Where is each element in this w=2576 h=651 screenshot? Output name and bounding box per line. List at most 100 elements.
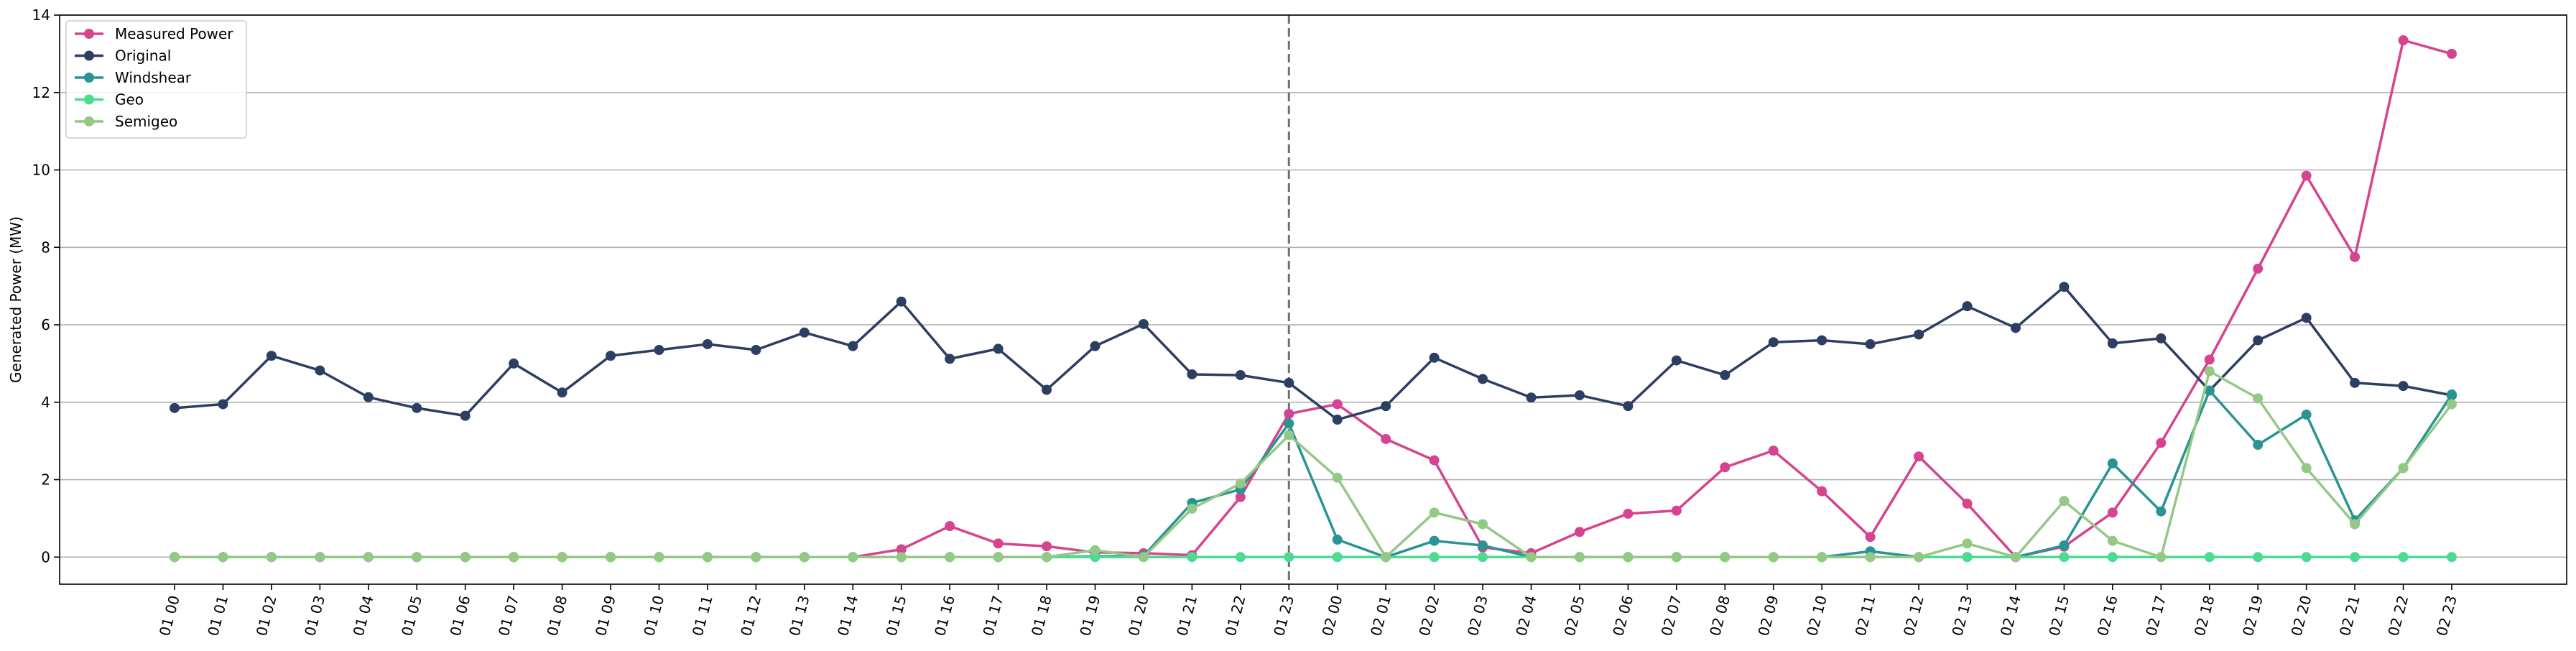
- data-point-semigeo: [1914, 552, 1924, 563]
- data-point-original: [1914, 329, 1924, 340]
- data-point-original: [2398, 381, 2409, 392]
- data-point-original: [1090, 341, 1101, 351]
- x-tick-label: 02 03: [1464, 594, 1491, 638]
- data-point-original: [654, 345, 664, 356]
- data-point-measured-power: [1235, 491, 1246, 502]
- data-point-windshear: [1429, 535, 1440, 546]
- data-point-original: [315, 365, 325, 376]
- data-point-measured-power: [1284, 408, 1294, 419]
- data-point-measured-power: [2350, 251, 2360, 262]
- y-tick-label: 14: [32, 6, 50, 24]
- data-point-original: [557, 387, 567, 398]
- data-point-original: [1284, 377, 1294, 388]
- data-point-original: [1235, 370, 1246, 381]
- y-tick-label: 12: [32, 84, 50, 101]
- data-point-original: [702, 338, 713, 349]
- legend-box: [65, 20, 247, 139]
- data-point-semigeo: [654, 552, 664, 563]
- series-line-windshear: [175, 389, 2453, 559]
- x-tick-label: 01 04: [350, 594, 377, 638]
- grid-layer: [60, 14, 2567, 558]
- data-point-measured-power: [1381, 433, 1391, 444]
- data-point-geo: [1284, 552, 1294, 563]
- x-tick-label: 02 04: [1512, 594, 1539, 638]
- data-point-geo: [2253, 552, 2264, 563]
- x-tick-label: 02 12: [1900, 594, 1927, 638]
- data-point-original: [2156, 333, 2167, 343]
- x-tick-label: 01 17: [979, 594, 1006, 638]
- data-point-measured-power: [2156, 438, 2167, 448]
- x-tick-label: 01 05: [398, 594, 425, 638]
- data-point-original: [1138, 318, 1149, 329]
- data-point-semigeo: [945, 552, 955, 563]
- data-point-original: [2107, 338, 2118, 348]
- x-tick-label: 01 18: [1028, 594, 1055, 638]
- data-point-measured-power: [2447, 48, 2457, 59]
- x-tick-label: 01 07: [495, 594, 522, 638]
- legend-item: Measured Power: [75, 25, 233, 42]
- x-tick-label: 02 00: [1319, 594, 1346, 638]
- data-point-original: [170, 402, 180, 413]
- data-point-original: [1187, 369, 1197, 379]
- data-point-windshear: [1332, 535, 1343, 545]
- x-tick-label: 01 02: [253, 594, 280, 638]
- data-point-measured-power: [2301, 170, 2312, 181]
- y-tick-label: 10: [32, 162, 50, 179]
- data-point-original: [1623, 401, 1634, 412]
- data-point-semigeo: [2059, 496, 2070, 507]
- data-point-geo: [1187, 552, 1197, 563]
- data-point-geo: [2350, 552, 2360, 563]
- legend: Measured Power Original Windshear Geo Semige…: [65, 20, 247, 139]
- x-tick-label: 02 10: [1803, 594, 1830, 638]
- x-tick-label: 01 11: [689, 594, 716, 638]
- y-tick-label: 4: [41, 394, 50, 411]
- x-tick-label: 01 00: [156, 594, 183, 638]
- data-point-original: [945, 354, 955, 364]
- data-point-geo: [1332, 552, 1343, 563]
- x-tick-label: 01 10: [640, 594, 667, 638]
- x-tick-label: 01 14: [834, 594, 861, 638]
- data-point-semigeo: [606, 552, 616, 563]
- data-point-semigeo: [1090, 545, 1101, 555]
- x-tick-label: 02 20: [2287, 594, 2315, 638]
- y-axis: 0 2 4 6 8 10 12 14: [32, 6, 60, 565]
- data-point-original: [1817, 335, 1827, 346]
- data-point-semigeo: [2253, 393, 2264, 404]
- data-point-geo: [1962, 552, 1973, 563]
- legend-item: Original: [75, 47, 171, 65]
- data-point-original: [218, 399, 228, 410]
- data-point-semigeo: [1720, 552, 1731, 563]
- data-point-geo: [2059, 552, 2070, 563]
- data-point-semigeo: [1138, 552, 1149, 563]
- data-point-original: [1865, 338, 1876, 349]
- data-point-measured-power: [2253, 263, 2264, 274]
- y-tick-label: 8: [41, 239, 50, 256]
- data-point-semigeo: [412, 552, 422, 563]
- data-point-semigeo: [557, 552, 567, 563]
- x-tick-label: 01 21: [1173, 594, 1200, 638]
- series-line-semigeo: [175, 369, 2453, 559]
- data-point-semigeo: [1623, 552, 1634, 563]
- x-tick-label: 01 13: [786, 594, 813, 638]
- data-point-original: [2010, 323, 2021, 333]
- x-tick-label: 01 12: [737, 594, 764, 638]
- x-tick-label: 01 23: [1270, 594, 1297, 638]
- data-point-original: [1962, 301, 1973, 312]
- x-tick-label: 01 20: [1125, 594, 1152, 638]
- data-point-semigeo: [1817, 552, 1827, 563]
- data-point-measured-power: [1574, 527, 1585, 537]
- x-tick-label: 01 19: [1076, 594, 1103, 638]
- data-point-semigeo: [1429, 507, 1440, 518]
- legend-swatch-marker: [84, 94, 94, 105]
- x-tick-label: 01 06: [447, 594, 474, 638]
- x-tick-label: 01 09: [592, 594, 619, 638]
- data-point-semigeo: [2350, 519, 2360, 530]
- data-point-windshear: [2447, 389, 2457, 400]
- data-point-semigeo: [751, 552, 761, 563]
- data-point-measured-power: [1865, 532, 1876, 542]
- data-point-semigeo: [702, 552, 713, 563]
- data-point-semigeo: [1235, 478, 1246, 489]
- data-point-semigeo: [1042, 552, 1052, 563]
- x-tick-label: 02 05: [1561, 594, 1588, 638]
- data-point-semigeo: [848, 552, 858, 563]
